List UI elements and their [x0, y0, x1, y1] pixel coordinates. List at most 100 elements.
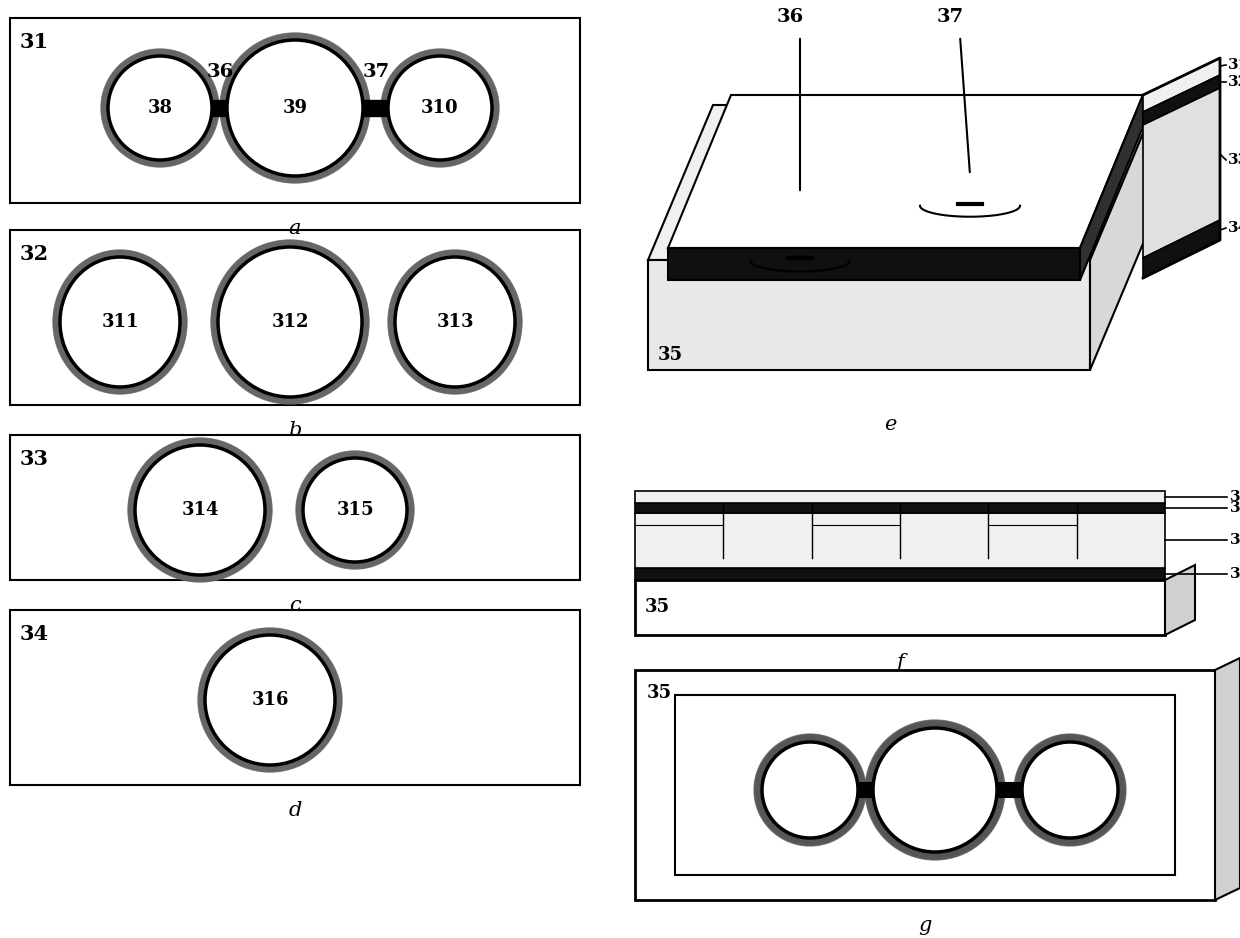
Ellipse shape — [381, 53, 491, 163]
Ellipse shape — [392, 258, 518, 394]
Ellipse shape — [55, 251, 180, 387]
Ellipse shape — [202, 636, 339, 772]
Ellipse shape — [873, 724, 1004, 856]
Ellipse shape — [107, 57, 216, 167]
Ellipse shape — [298, 459, 408, 568]
Bar — [10, 230, 580, 405]
Ellipse shape — [296, 453, 407, 563]
Ellipse shape — [228, 38, 370, 180]
Ellipse shape — [872, 721, 1004, 854]
Ellipse shape — [215, 240, 365, 396]
Text: 33: 33 — [1228, 153, 1240, 167]
Ellipse shape — [55, 250, 181, 386]
Ellipse shape — [1019, 742, 1123, 846]
Ellipse shape — [1021, 734, 1125, 839]
Ellipse shape — [758, 742, 862, 846]
Ellipse shape — [396, 257, 515, 387]
Text: 36: 36 — [776, 8, 804, 26]
Ellipse shape — [1022, 740, 1125, 844]
Ellipse shape — [201, 636, 337, 772]
Ellipse shape — [300, 459, 410, 569]
Ellipse shape — [200, 629, 335, 765]
Ellipse shape — [226, 40, 368, 183]
Ellipse shape — [396, 254, 522, 390]
Ellipse shape — [299, 459, 409, 568]
Ellipse shape — [304, 456, 414, 566]
Text: 315: 315 — [336, 501, 373, 519]
Ellipse shape — [763, 738, 866, 842]
Ellipse shape — [223, 41, 365, 183]
Ellipse shape — [391, 258, 517, 394]
Ellipse shape — [303, 451, 412, 562]
Ellipse shape — [1014, 735, 1118, 840]
Text: 35: 35 — [647, 684, 672, 702]
Text: 32: 32 — [1230, 501, 1240, 515]
Ellipse shape — [105, 57, 215, 167]
Ellipse shape — [221, 38, 362, 180]
Ellipse shape — [227, 35, 370, 177]
Ellipse shape — [388, 252, 515, 388]
Ellipse shape — [222, 40, 365, 183]
Ellipse shape — [136, 443, 272, 579]
Ellipse shape — [867, 720, 998, 853]
Ellipse shape — [870, 728, 1002, 860]
Polygon shape — [668, 95, 1143, 248]
Ellipse shape — [129, 445, 265, 581]
Ellipse shape — [198, 630, 335, 766]
Ellipse shape — [198, 632, 334, 768]
Polygon shape — [1215, 658, 1240, 900]
Ellipse shape — [866, 724, 997, 856]
Ellipse shape — [215, 240, 365, 396]
Ellipse shape — [303, 452, 413, 562]
Text: 314: 314 — [181, 501, 218, 519]
Ellipse shape — [221, 36, 362, 178]
Ellipse shape — [136, 441, 272, 577]
Ellipse shape — [58, 250, 184, 386]
Ellipse shape — [396, 253, 522, 389]
Ellipse shape — [1018, 742, 1122, 846]
Ellipse shape — [198, 634, 335, 770]
Text: f: f — [897, 653, 904, 672]
Ellipse shape — [135, 445, 270, 581]
Ellipse shape — [128, 441, 264, 577]
Ellipse shape — [1022, 742, 1118, 838]
Ellipse shape — [61, 253, 187, 389]
Text: 313: 313 — [436, 313, 474, 331]
Ellipse shape — [304, 455, 414, 565]
Ellipse shape — [61, 254, 187, 390]
Ellipse shape — [104, 49, 215, 159]
Ellipse shape — [100, 53, 211, 163]
Ellipse shape — [218, 246, 368, 402]
Text: 31: 31 — [1230, 490, 1240, 504]
Ellipse shape — [212, 242, 362, 398]
Text: 32: 32 — [1228, 75, 1240, 89]
Ellipse shape — [393, 250, 520, 386]
Ellipse shape — [387, 56, 497, 166]
Ellipse shape — [221, 39, 363, 182]
Ellipse shape — [206, 633, 342, 769]
Ellipse shape — [203, 636, 339, 772]
Ellipse shape — [57, 258, 184, 394]
Ellipse shape — [205, 635, 335, 765]
Ellipse shape — [383, 50, 494, 159]
Ellipse shape — [388, 254, 515, 390]
Ellipse shape — [205, 628, 340, 764]
Ellipse shape — [868, 728, 999, 860]
Ellipse shape — [224, 41, 367, 183]
Ellipse shape — [218, 247, 362, 397]
Text: 37: 37 — [362, 63, 389, 81]
Ellipse shape — [133, 446, 269, 582]
Text: 33: 33 — [1230, 534, 1240, 548]
Ellipse shape — [388, 55, 498, 165]
Ellipse shape — [219, 245, 368, 401]
Ellipse shape — [296, 457, 407, 567]
Ellipse shape — [129, 440, 264, 576]
Bar — [635, 513, 1166, 568]
Text: 34: 34 — [1230, 567, 1240, 581]
Ellipse shape — [203, 628, 339, 764]
Ellipse shape — [383, 56, 494, 166]
Ellipse shape — [1019, 734, 1123, 839]
Text: c: c — [289, 596, 301, 615]
Text: 316: 316 — [252, 691, 289, 709]
Ellipse shape — [107, 50, 217, 159]
